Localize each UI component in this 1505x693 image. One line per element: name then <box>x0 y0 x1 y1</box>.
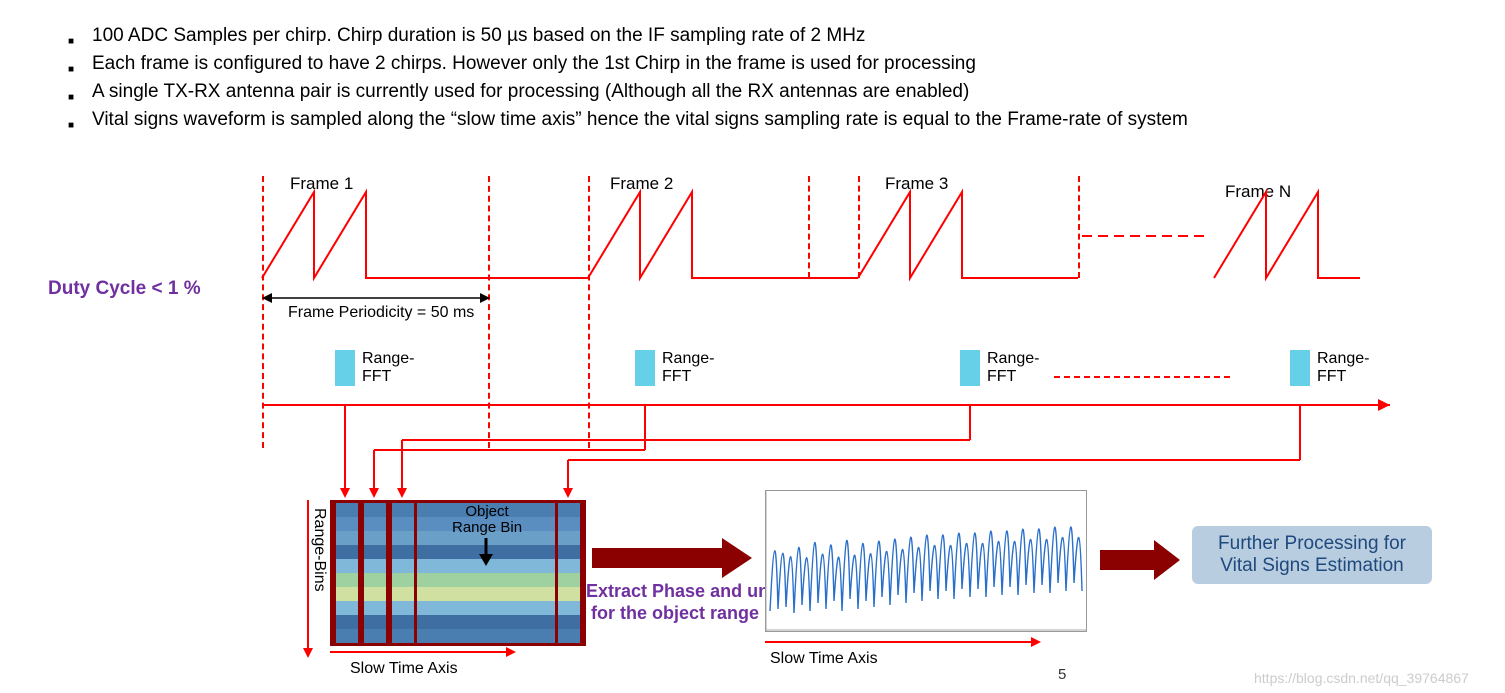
block-arrow-2 <box>1100 540 1180 580</box>
waveform-slow-time-label: Slow Time Axis <box>770 650 878 668</box>
watermark: https://blog.csdn.net/qq_39764867 <box>1254 670 1469 686</box>
further-processing-box: Further Processing for Vital Signs Estim… <box>1192 526 1432 584</box>
object-range-bin-label: Object Range Bin <box>452 504 522 536</box>
chirp-diagram: Duty Cycle < 1 % Frame 1 Frame 2 Frame 3… <box>0 160 1505 690</box>
bullet-list: 100 ADC Samples per chirp. Chirp duratio… <box>28 22 1505 134</box>
bullet-item: Vital signs waveform is sampled along th… <box>68 106 1505 134</box>
flow-arrows <box>0 160 1505 500</box>
bullet-item: A single TX-RX antenna pair is currently… <box>68 78 1505 106</box>
bullet-item: Each frame is configured to have 2 chirp… <box>68 50 1505 78</box>
bullet-item: 100 ADC Samples per chirp. Chirp duratio… <box>68 22 1505 50</box>
block-arrow-1 <box>592 538 752 578</box>
object-range-bin-arrow <box>476 538 496 568</box>
phase-waveform-plot <box>765 490 1087 632</box>
page-number: 5 <box>1058 666 1066 683</box>
heatmap-slow-time-label: Slow Time Axis <box>350 660 458 678</box>
range-bins-label: Range-Bins <box>310 508 328 592</box>
